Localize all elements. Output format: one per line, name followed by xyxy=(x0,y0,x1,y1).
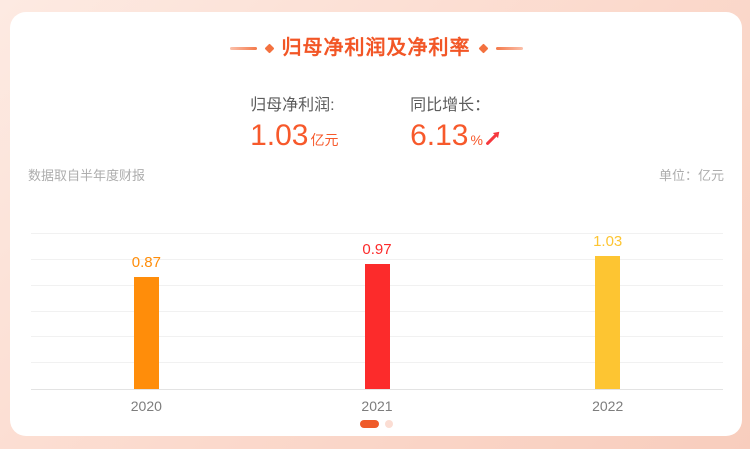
title-deco-diamond-left xyxy=(264,43,274,53)
pagination-dot-1[interactable] xyxy=(359,420,379,428)
title-deco-line-right xyxy=(495,46,523,50)
unit-label: 单位：亿元 xyxy=(658,168,724,183)
yoy-growth-label: 同比增长： xyxy=(410,97,491,114)
bar-slot-2022: 1.03 2022 xyxy=(492,204,723,414)
carousel-pagination xyxy=(10,420,742,428)
bar-2020[interactable] xyxy=(133,276,159,389)
yoy-growth-value: 6.13 % xyxy=(410,119,502,157)
net-profit-stat: 归母净利润: 1.03 亿元 xyxy=(250,95,340,157)
gridline xyxy=(31,259,723,260)
bar-2022[interactable] xyxy=(595,256,621,389)
meta-row: 数据取自半年度财报 单位：亿元 xyxy=(10,167,742,185)
bar-value-label-2022: 1.03 xyxy=(593,233,623,251)
bar-slot-2020: 0.87 2020 xyxy=(31,204,262,414)
pagination-dot-2[interactable] xyxy=(384,420,393,428)
data-source-note: 数据取自半年度财报 xyxy=(28,168,146,183)
report-card: 归母净利润及净利率 归母净利润: 1.03 亿元 同比增长： 6.13 % 数据 xyxy=(10,12,742,436)
yoy-growth-number: 6.13 xyxy=(410,119,469,152)
page-title: 归母净利润及净利率 xyxy=(281,37,471,59)
x-tick-2022: 2022 xyxy=(592,398,624,414)
gridline xyxy=(31,233,723,235)
bar-value-label-2020: 0.87 xyxy=(131,253,161,271)
stats-row: 归母净利润: 1.03 亿元 同比增长： 6.13 % xyxy=(10,95,742,157)
net-profit-number: 1.03 xyxy=(250,119,309,152)
bar-2021[interactable] xyxy=(364,263,390,389)
x-tick-2020: 2020 xyxy=(130,398,162,414)
chart-title-row: 归母净利润及净利率 xyxy=(10,35,742,61)
yoy-growth-unit: % xyxy=(470,132,483,148)
trend-up-arrow-icon xyxy=(485,131,500,145)
bar-value-label-2021: 0.97 xyxy=(362,240,392,258)
net-profit-unit: 亿元 xyxy=(310,132,339,148)
net-profit-value: 1.03 亿元 xyxy=(250,119,340,157)
bar-chart-plot: 0.87 2020 0.97 2021 1.03 2022 xyxy=(31,204,723,414)
x-tick-2021: 2021 xyxy=(361,398,393,414)
title-deco-line-left xyxy=(229,46,257,50)
yoy-growth-stat: 同比增长： 6.13 % xyxy=(410,95,502,157)
net-profit-label: 归母净利润: xyxy=(250,97,335,114)
bar-slot-2021: 0.97 2021 xyxy=(262,204,493,414)
title-deco-diamond-right xyxy=(478,43,488,53)
